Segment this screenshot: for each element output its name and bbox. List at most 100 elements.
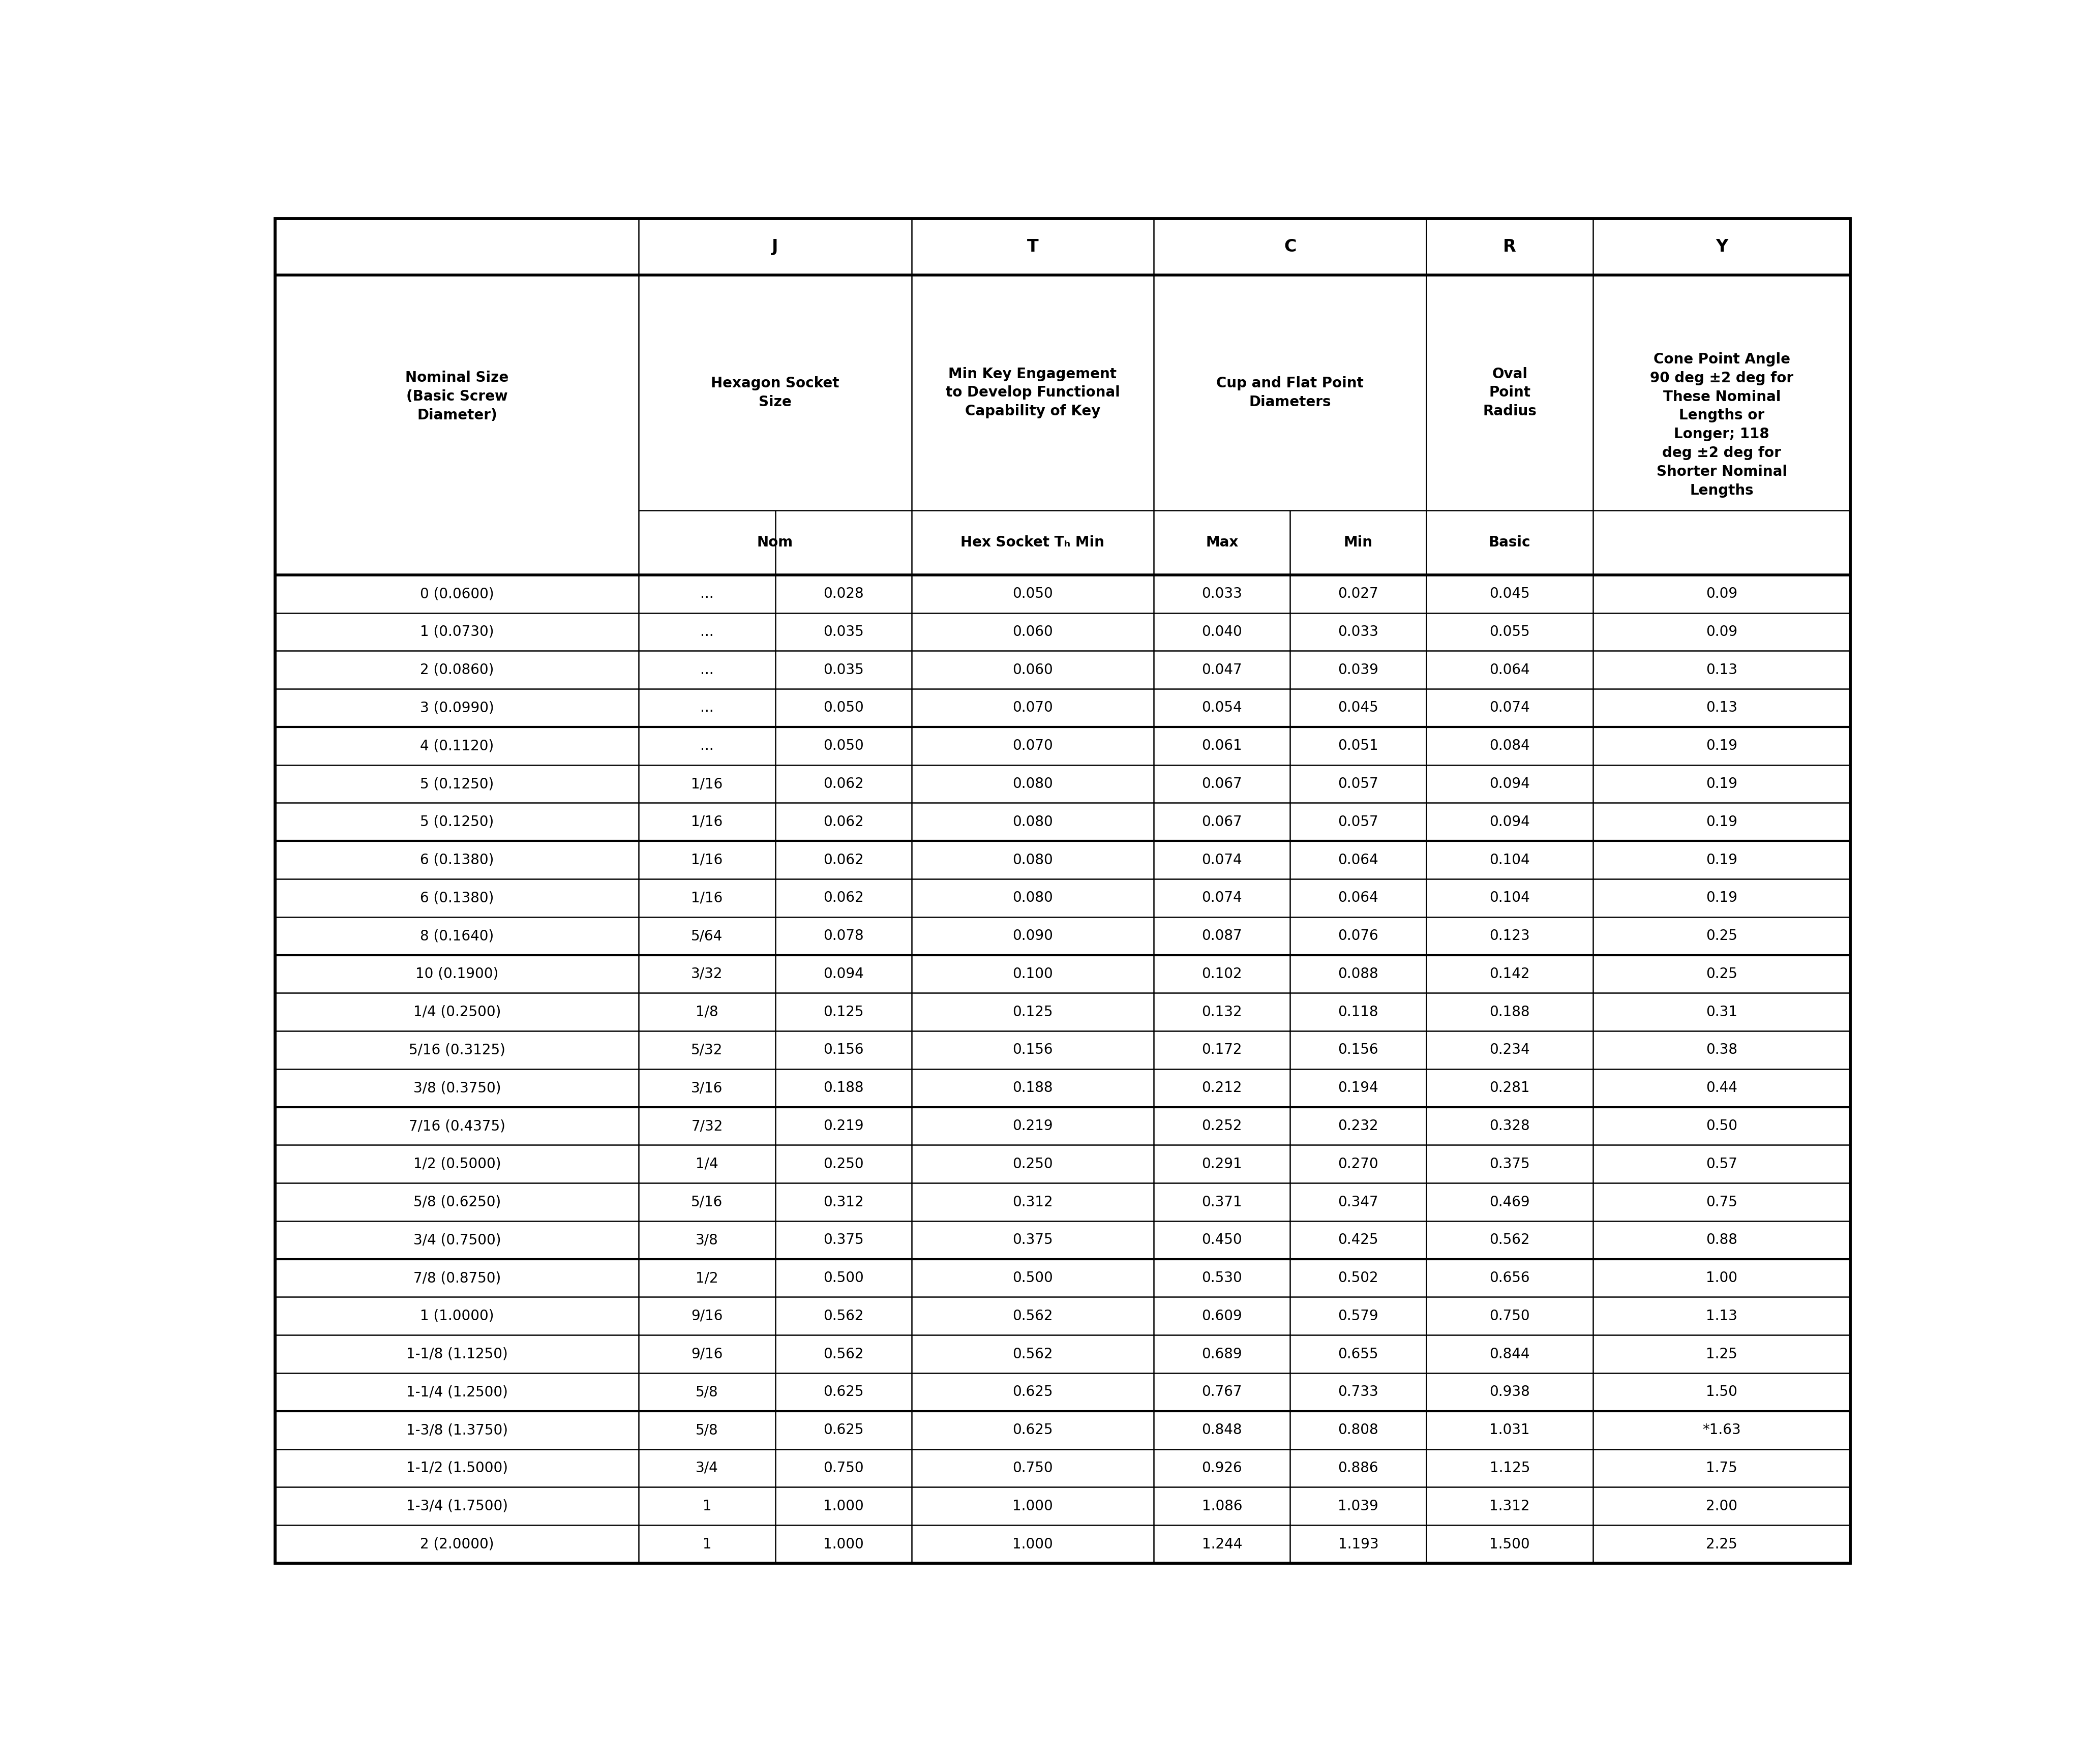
Text: 0.045: 0.045 xyxy=(1338,700,1379,714)
Text: 1.00: 1.00 xyxy=(1707,1270,1738,1286)
Text: 0.062: 0.062 xyxy=(823,815,863,829)
Text: 1.312: 1.312 xyxy=(1489,1499,1531,1514)
Text: 1-3/8 (1.3750): 1-3/8 (1.3750) xyxy=(407,1424,508,1438)
Text: 0.234: 0.234 xyxy=(1489,1043,1531,1057)
Text: ...: ... xyxy=(701,700,713,714)
Text: 0.75: 0.75 xyxy=(1707,1194,1738,1208)
Text: 0.188: 0.188 xyxy=(1489,1005,1531,1020)
Text: 10 (0.1900): 10 (0.1900) xyxy=(415,967,498,981)
Text: 0.123: 0.123 xyxy=(1489,930,1531,944)
Text: 0.19: 0.19 xyxy=(1707,776,1738,790)
Text: 0.750: 0.750 xyxy=(1489,1309,1531,1323)
Text: 1.000: 1.000 xyxy=(823,1536,863,1551)
Text: ...: ... xyxy=(701,739,713,753)
Text: 0.312: 0.312 xyxy=(823,1194,863,1208)
Text: 0.347: 0.347 xyxy=(1338,1194,1379,1208)
Text: 0.132: 0.132 xyxy=(1201,1005,1242,1020)
Text: 1.000: 1.000 xyxy=(1012,1536,1054,1551)
Text: 0.194: 0.194 xyxy=(1338,1081,1379,1095)
Text: C: C xyxy=(1284,238,1296,256)
Text: 0.219: 0.219 xyxy=(1012,1118,1054,1132)
Text: 0.655: 0.655 xyxy=(1338,1348,1379,1362)
Text: 0.219: 0.219 xyxy=(823,1118,863,1132)
Text: 1/16: 1/16 xyxy=(691,891,724,905)
Text: 5/32: 5/32 xyxy=(691,1043,724,1057)
Text: 5/8: 5/8 xyxy=(695,1385,718,1399)
Text: 0.625: 0.625 xyxy=(1012,1424,1054,1438)
Text: 0.080: 0.080 xyxy=(1012,891,1054,905)
Text: *1.63: *1.63 xyxy=(1703,1424,1740,1438)
Text: 0.045: 0.045 xyxy=(1489,587,1531,602)
Text: 0.094: 0.094 xyxy=(1489,776,1531,790)
Text: 0.102: 0.102 xyxy=(1201,967,1242,981)
Text: 5/8 (0.6250): 5/8 (0.6250) xyxy=(413,1194,500,1208)
Text: 1.13: 1.13 xyxy=(1707,1309,1738,1323)
Text: 0.425: 0.425 xyxy=(1338,1233,1379,1247)
Text: 0.562: 0.562 xyxy=(823,1348,863,1362)
Text: 1/8: 1/8 xyxy=(695,1005,718,1020)
Text: 1/4 (0.2500): 1/4 (0.2500) xyxy=(413,1005,502,1020)
Text: 0.067: 0.067 xyxy=(1201,776,1242,790)
Text: 0.060: 0.060 xyxy=(1012,663,1054,677)
Text: 0.750: 0.750 xyxy=(1012,1461,1054,1475)
Text: 0.067: 0.067 xyxy=(1201,815,1242,829)
Text: 1 (1.0000): 1 (1.0000) xyxy=(421,1309,494,1323)
Text: 0.188: 0.188 xyxy=(823,1081,863,1095)
Text: 0.562: 0.562 xyxy=(823,1309,863,1323)
Text: 0.125: 0.125 xyxy=(1012,1005,1054,1020)
Text: 0.25: 0.25 xyxy=(1707,930,1738,944)
Text: 5/16 (0.3125): 5/16 (0.3125) xyxy=(409,1043,506,1057)
Text: Oval
Point
Radius: Oval Point Radius xyxy=(1483,367,1537,418)
Text: 1.75: 1.75 xyxy=(1707,1461,1738,1475)
Text: 0.13: 0.13 xyxy=(1707,700,1738,714)
Text: Y: Y xyxy=(1715,238,1728,256)
Text: Hex Socket Tₕ Min: Hex Socket Tₕ Min xyxy=(960,536,1105,550)
Text: 0.13: 0.13 xyxy=(1707,663,1738,677)
Text: 0.050: 0.050 xyxy=(823,739,863,753)
Text: 0.074: 0.074 xyxy=(1201,891,1242,905)
Text: 1: 1 xyxy=(703,1536,711,1551)
Text: 1: 1 xyxy=(703,1499,711,1514)
Text: J: J xyxy=(772,238,778,256)
Text: 0.57: 0.57 xyxy=(1707,1157,1738,1171)
Text: 0.844: 0.844 xyxy=(1489,1348,1531,1362)
Text: 0.212: 0.212 xyxy=(1201,1081,1242,1095)
Text: 0.886: 0.886 xyxy=(1338,1461,1379,1475)
Text: 0.057: 0.057 xyxy=(1338,815,1379,829)
Text: 0.088: 0.088 xyxy=(1338,967,1379,981)
Text: 3 (0.0990): 3 (0.0990) xyxy=(421,700,494,714)
Text: 7/8 (0.8750): 7/8 (0.8750) xyxy=(413,1270,500,1286)
Text: 1.193: 1.193 xyxy=(1338,1536,1379,1551)
Text: 0.19: 0.19 xyxy=(1707,852,1738,868)
Text: Cup and Flat Point
Diameters: Cup and Flat Point Diameters xyxy=(1217,376,1365,409)
Text: 0.061: 0.061 xyxy=(1201,739,1242,753)
Text: 1.000: 1.000 xyxy=(1012,1499,1054,1514)
Text: 0.054: 0.054 xyxy=(1201,700,1242,714)
Text: 3/32: 3/32 xyxy=(691,967,724,981)
Text: 3/16: 3/16 xyxy=(691,1081,724,1095)
Text: Cone Point Angle
90 deg ±2 deg for
These Nominal
Lengths or
Longer; 118
deg ±2 d: Cone Point Angle 90 deg ±2 deg for These… xyxy=(1651,353,1794,497)
Text: 0.074: 0.074 xyxy=(1489,700,1531,714)
Text: 0.469: 0.469 xyxy=(1489,1194,1531,1208)
Text: 1-1/8 (1.1250): 1-1/8 (1.1250) xyxy=(407,1348,508,1362)
Text: 0.156: 0.156 xyxy=(1338,1043,1379,1057)
Text: 1/2 (0.5000): 1/2 (0.5000) xyxy=(413,1157,502,1171)
Text: 0.028: 0.028 xyxy=(823,587,863,602)
Text: 0.087: 0.087 xyxy=(1201,930,1242,944)
Text: 0.125: 0.125 xyxy=(823,1005,863,1020)
Text: 0.035: 0.035 xyxy=(823,624,863,639)
Text: 0.094: 0.094 xyxy=(1489,815,1531,829)
Text: 0.040: 0.040 xyxy=(1201,624,1242,639)
Text: 0.080: 0.080 xyxy=(1012,815,1054,829)
Text: 5/8: 5/8 xyxy=(695,1424,718,1438)
Text: 0.080: 0.080 xyxy=(1012,852,1054,868)
Text: 0.562: 0.562 xyxy=(1012,1348,1054,1362)
Text: 0.062: 0.062 xyxy=(823,891,863,905)
Text: 0.938: 0.938 xyxy=(1489,1385,1531,1399)
Text: 0.070: 0.070 xyxy=(1012,739,1054,753)
Text: 0.156: 0.156 xyxy=(823,1043,863,1057)
Text: 5/64: 5/64 xyxy=(691,930,724,944)
Text: 0.142: 0.142 xyxy=(1489,967,1531,981)
Text: 0.062: 0.062 xyxy=(823,776,863,790)
Text: 0.31: 0.31 xyxy=(1707,1005,1738,1020)
